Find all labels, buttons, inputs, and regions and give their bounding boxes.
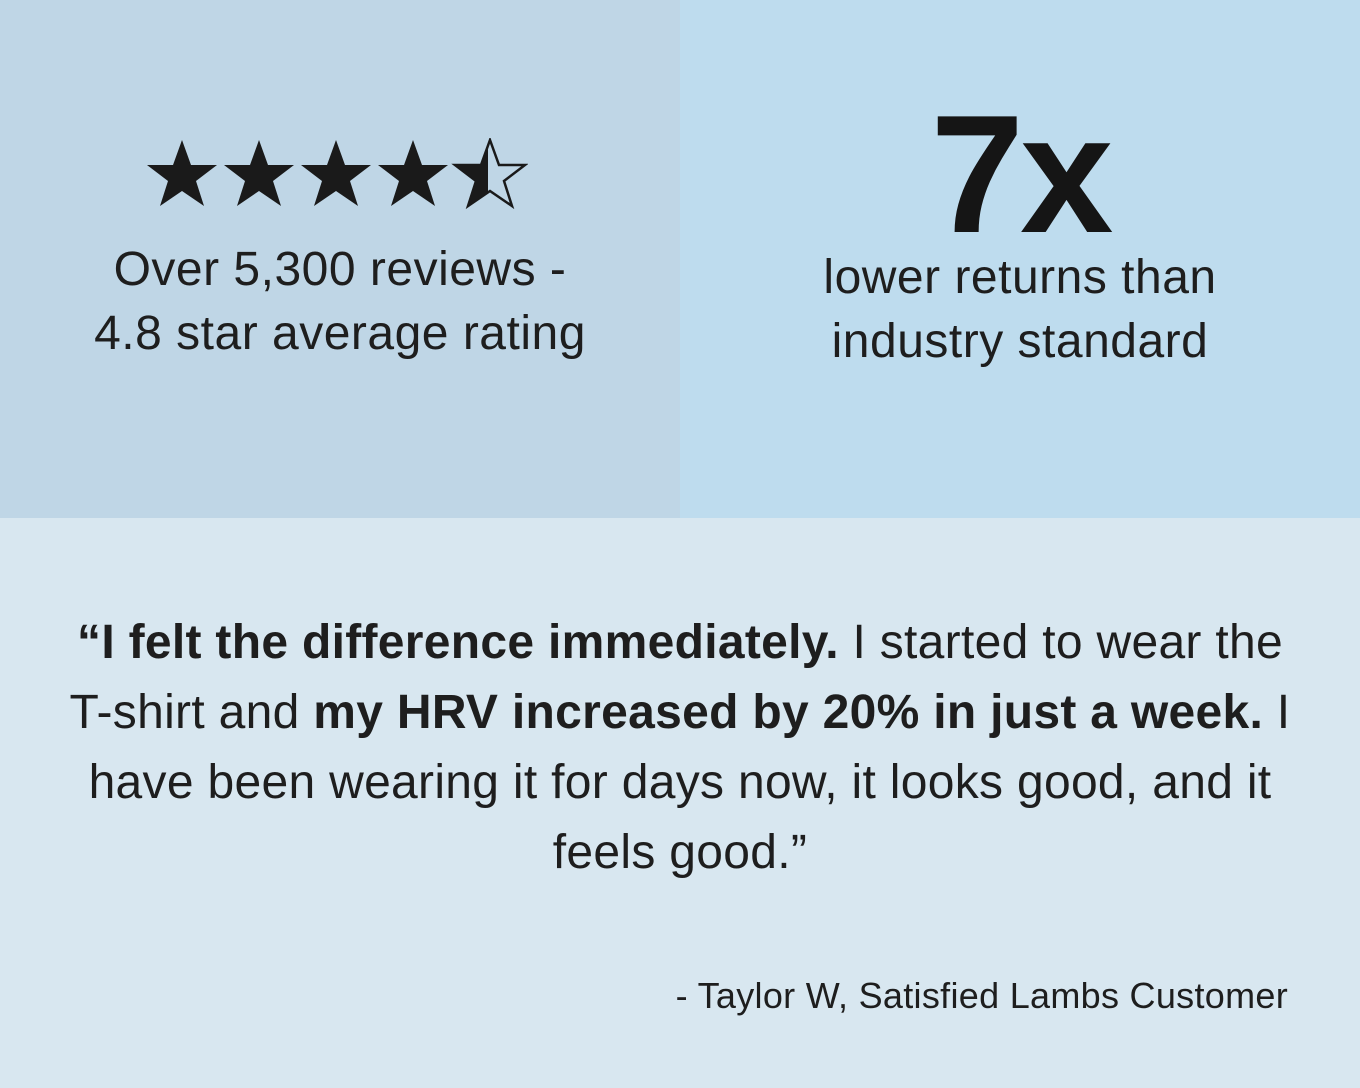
star-icon [224,140,294,206]
reviews-summary: Over 5,300 reviews - 4.8 star average ra… [20,238,660,366]
quote-close-mark: ” [790,826,808,879]
testimonial-attribution: - Taylor W, Satisfied Lambs Customer [675,975,1288,1016]
quote-text-2: I have been wearing it for days now, it … [88,686,1291,879]
testimonial-quote: “I felt the difference immediately. I st… [60,608,1300,888]
returns-multiplier: 7x [930,80,1114,268]
quote-text-1: I started to wear the T-shirt and [69,616,1283,739]
star-icon [301,140,371,206]
quote-highlight-1: I felt the difference immediately. [101,616,839,669]
testimonial-panel [0,518,1360,1088]
star-icon [147,140,217,206]
returns-line-1: lower returns than [823,251,1217,304]
star-rating [144,138,528,210]
rating-panel: Over 5,300 reviews - 4.8 star average ra… [0,0,680,518]
star-icon [378,140,448,206]
reviews-count-line: Over 5,300 reviews - [113,243,567,296]
quote-open-mark: “ [77,616,102,669]
returns-panel [680,0,1360,518]
half-star-icon [451,138,528,210]
returns-line-2: industry standard [831,315,1209,368]
returns-description: lower returns than industry standard [700,246,1340,374]
star-rating-graphic [147,138,528,210]
average-rating-line: 4.8 star average rating [94,307,586,360]
quote-highlight-2: my HRV increased by 20% in just a week. [313,686,1264,739]
